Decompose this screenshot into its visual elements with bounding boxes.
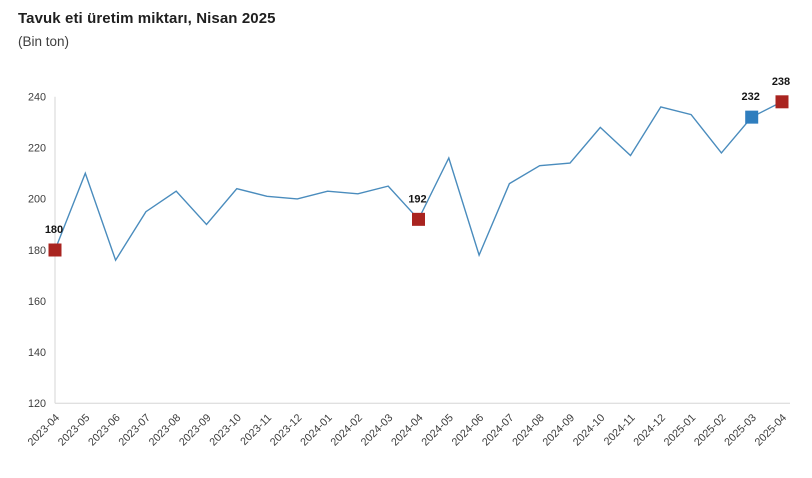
y-axis-label: 220 — [28, 143, 46, 155]
marker-2025-04 — [775, 95, 789, 109]
x-axis-label: 2023-12 — [268, 412, 305, 449]
x-axis-label: 2024-05 — [419, 412, 456, 449]
x-axis-label: 2025-03 — [722, 412, 759, 449]
x-axis-label: 2023-09 — [177, 412, 214, 449]
x-axis-label: 2024-04 — [389, 412, 426, 449]
chart-unit-label: (Bin ton) — [18, 34, 70, 49]
x-axis-label: 2023-04 — [26, 412, 63, 449]
x-axis-label: 2024-03 — [359, 412, 396, 449]
series-line — [54, 101, 783, 262]
y-axis-label: 140 — [28, 347, 46, 359]
marker-value-label: 192 — [408, 193, 426, 205]
x-axis-label: 2023-10 — [207, 412, 244, 449]
y-axis-label: 200 — [28, 194, 46, 206]
y-axis-label: 120 — [28, 398, 46, 410]
chart-title: Tavuk eti üretim miktarı, Nisan 2025 — [18, 10, 276, 27]
y-axis-label: 180 — [28, 245, 46, 257]
x-axis-label: 2024-09 — [541, 412, 578, 449]
marker-2025-03 — [745, 110, 759, 124]
x-axis-label: 2024-12 — [631, 412, 668, 449]
x-axis-label: 2023-07 — [116, 412, 153, 449]
x-axis-label: 2024-08 — [510, 412, 547, 449]
marker-value-label: 232 — [742, 91, 760, 103]
x-axis-label: 2025-02 — [692, 412, 729, 449]
y-axis-label: 160 — [28, 296, 46, 308]
x-axis-label: 2023-11 — [238, 412, 274, 448]
x-axis-label: 2024-06 — [450, 412, 487, 449]
x-axis-label: 2023-05 — [56, 412, 93, 449]
x-axis-label: 2024-02 — [329, 412, 366, 449]
x-axis-label: 2023-06 — [86, 412, 123, 449]
marker-value-label: 180 — [45, 224, 63, 236]
x-axis-label: 2024-10 — [571, 412, 608, 449]
x-axis-label: 2025-01 — [662, 412, 699, 449]
y-axis-label: 240 — [28, 92, 46, 104]
x-axis-label: 2024-11 — [602, 412, 638, 448]
marker-2023-04 — [48, 243, 62, 257]
marker-2024-04 — [412, 212, 425, 226]
x-axis-label: 2025-04 — [753, 412, 790, 449]
marker-value-label: 238 — [772, 76, 790, 88]
x-axis-label: 2024-01 — [298, 412, 335, 449]
x-axis-label: 2024-07 — [480, 412, 517, 449]
x-axis-label: 2023-08 — [147, 412, 184, 449]
